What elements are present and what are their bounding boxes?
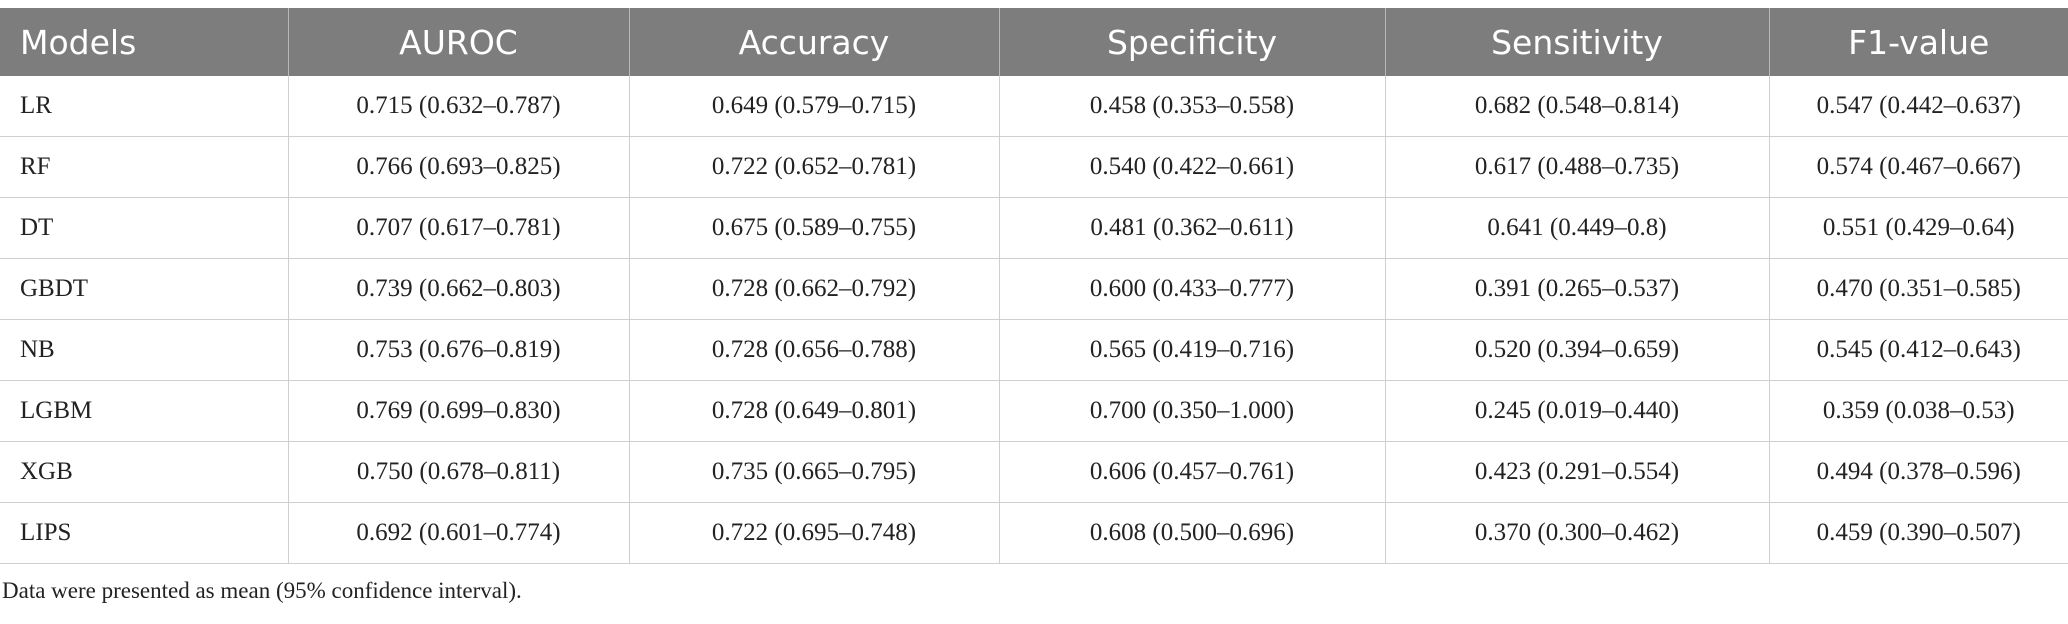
specificity-cell: 0.608 (0.500–0.696)	[998, 502, 1385, 564]
accuracy-cell: 0.728 (0.662–0.792)	[628, 258, 999, 320]
sensitivity-cell: 0.245 (0.019–0.440)	[1384, 380, 1769, 442]
f1-value-cell: 0.470 (0.351–0.585)	[1768, 258, 2068, 320]
specificity-cell: 0.700 (0.350–1.000)	[998, 380, 1385, 442]
model-name: XGB	[0, 441, 288, 503]
accuracy-cell: 0.675 (0.589–0.755)	[628, 197, 999, 259]
accuracy-cell: 0.649 (0.579–0.715)	[628, 76, 999, 137]
sensitivity-cell: 0.391 (0.265–0.537)	[1384, 258, 1769, 320]
table-row: DT 0.707 (0.617–0.781) 0.675 (0.589–0.755)…	[0, 197, 2068, 259]
accuracy-cell: 0.722 (0.652–0.781)	[628, 136, 999, 198]
auroc-cell: 0.750 (0.678–0.811)	[287, 441, 629, 503]
sensitivity-cell: 0.520 (0.394–0.659)	[1384, 319, 1769, 381]
sensitivity-cell: 0.641 (0.449–0.8)	[1384, 197, 1769, 259]
sensitivity-cell: 0.682 (0.548–0.814)	[1384, 76, 1769, 137]
table-row: LGBM 0.769 (0.699–0.830) 0.728 (0.649–0.80…	[0, 380, 2068, 442]
f1-value-cell: 0.359 (0.038–0.53)	[1768, 380, 2068, 442]
table-row: LIPS 0.692 (0.601–0.774) 0.722 (0.695–0.74…	[0, 502, 2068, 564]
table-row: NB 0.753 (0.676–0.819) 0.728 (0.656–0.788)…	[0, 319, 2068, 381]
accuracy-cell: 0.722 (0.695–0.748)	[628, 502, 999, 564]
sensitivity-cell: 0.617 (0.488–0.735)	[1384, 136, 1769, 198]
header-f1-value: F1-value	[1768, 8, 2068, 76]
model-name: LGBM	[0, 380, 288, 442]
auroc-cell: 0.753 (0.676–0.819)	[287, 319, 629, 381]
auroc-cell: 0.739 (0.662–0.803)	[287, 258, 629, 320]
model-name: DT	[0, 197, 288, 259]
table-body: LR 0.715 (0.632–0.787) 0.649 (0.579–0.715)…	[0, 76, 2068, 564]
table-row: XGB 0.750 (0.678–0.811) 0.735 (0.665–0.795…	[0, 441, 2068, 503]
header-models: Models	[0, 8, 288, 76]
f1-value-cell: 0.551 (0.429–0.64)	[1768, 197, 2068, 259]
header-row: Models AUROC Accuracy Specificity Sensit…	[0, 8, 2068, 76]
f1-value-cell: 0.547 (0.442–0.637)	[1768, 76, 2068, 137]
accuracy-cell: 0.735 (0.665–0.795)	[628, 441, 999, 503]
results-table-container: Models AUROC Accuracy Specificity Sensit…	[0, 8, 2068, 564]
f1-value-cell: 0.545 (0.412–0.643)	[1768, 319, 2068, 381]
model-name: LR	[0, 76, 288, 137]
header-accuracy: Accuracy	[628, 8, 999, 76]
specificity-cell: 0.458 (0.353–0.558)	[998, 76, 1385, 137]
specificity-cell: 0.606 (0.457–0.761)	[998, 441, 1385, 503]
table-header: Models AUROC Accuracy Specificity Sensit…	[0, 8, 2068, 76]
auroc-cell: 0.766 (0.693–0.825)	[287, 136, 629, 198]
auroc-cell: 0.715 (0.632–0.787)	[287, 76, 629, 137]
specificity-cell: 0.600 (0.433–0.777)	[998, 258, 1385, 320]
accuracy-cell: 0.728 (0.649–0.801)	[628, 380, 999, 442]
specificity-cell: 0.540 (0.422–0.661)	[998, 136, 1385, 198]
header-sensitivity: Sensitivity	[1384, 8, 1769, 76]
model-name: NB	[0, 319, 288, 381]
table-row: RF 0.766 (0.693–0.825) 0.722 (0.652–0.781)…	[0, 136, 2068, 198]
specificity-cell: 0.565 (0.419–0.716)	[998, 319, 1385, 381]
auroc-cell: 0.707 (0.617–0.781)	[287, 197, 629, 259]
f1-value-cell: 0.459 (0.390–0.507)	[1768, 502, 2068, 564]
header-specificity: Specificity	[998, 8, 1385, 76]
auroc-cell: 0.769 (0.699–0.830)	[287, 380, 629, 442]
f1-value-cell: 0.494 (0.378–0.596)	[1768, 441, 2068, 503]
header-auroc: AUROC	[287, 8, 629, 76]
f1-value-cell: 0.574 (0.467–0.667)	[1768, 136, 2068, 198]
model-name: RF	[0, 136, 288, 198]
specificity-cell: 0.481 (0.362–0.611)	[998, 197, 1385, 259]
auroc-cell: 0.692 (0.601–0.774)	[287, 502, 629, 564]
table-row: LR 0.715 (0.632–0.787) 0.649 (0.579–0.715)…	[0, 76, 2068, 137]
sensitivity-cell: 0.370 (0.300–0.462)	[1384, 502, 1769, 564]
model-name: LIPS	[0, 502, 288, 564]
model-name: GBDT	[0, 258, 288, 320]
accuracy-cell: 0.728 (0.656–0.788)	[628, 319, 999, 381]
model-performance-table: Models AUROC Accuracy Specificity Sensit…	[0, 8, 2068, 564]
sensitivity-cell: 0.423 (0.291–0.554)	[1384, 441, 1769, 503]
table-row: GBDT 0.739 (0.662–0.803) 0.728 (0.662–0.79…	[0, 258, 2068, 320]
table-footnote: Data were presented as mean (95% confide…	[2, 578, 522, 603]
